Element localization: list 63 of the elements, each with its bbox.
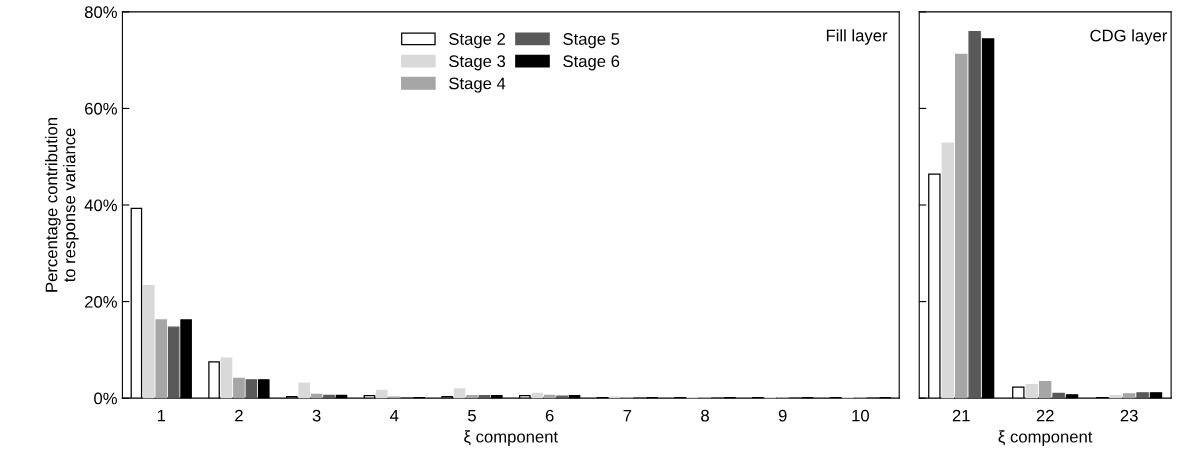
- x-axis-title: ξ component: [464, 430, 558, 446]
- legend-label: Stage 2: [449, 33, 505, 49]
- bar: [478, 395, 491, 399]
- bar: [1122, 393, 1136, 399]
- bar: [1065, 394, 1079, 399]
- bar: [130, 207, 143, 399]
- y-axis-title: Percentage contribution to response variance: [45, 118, 79, 292]
- bar: [1136, 392, 1149, 399]
- x-axis-title: ξ component: [998, 430, 1093, 446]
- bar: [466, 395, 478, 399]
- x-tick-label: 1: [157, 409, 166, 422]
- bar: [376, 389, 388, 399]
- x-tick-label: 22: [1036, 409, 1054, 422]
- bar: [1109, 395, 1122, 399]
- bar: [518, 395, 531, 399]
- bar: [363, 395, 376, 399]
- x-tick-label: 23: [1120, 409, 1138, 422]
- bar: [928, 173, 941, 399]
- bar: [981, 38, 995, 399]
- bar: [968, 31, 981, 399]
- x-tick-label: 4: [390, 409, 399, 422]
- x-tick-label: 6: [545, 409, 554, 422]
- legend-label: Stage 4: [449, 77, 506, 93]
- x-tick-label: 3: [312, 409, 321, 422]
- bar: [1012, 386, 1025, 399]
- bar: [1025, 384, 1038, 399]
- annotation: Fill layer: [826, 29, 888, 45]
- bar: [233, 377, 245, 399]
- bar: [954, 53, 968, 399]
- x-tick-label: 8: [701, 409, 709, 422]
- legend-label: Stage 3: [449, 55, 506, 71]
- bar: [453, 388, 466, 399]
- bar: [180, 319, 192, 399]
- bar: [568, 395, 581, 399]
- x-tick-label: 7: [623, 409, 632, 422]
- bar: [1149, 392, 1163, 399]
- y-tick-label: 60%: [85, 102, 117, 115]
- legend-label: Stage 5: [563, 33, 620, 49]
- bar: [167, 326, 180, 399]
- bar: [531, 392, 544, 399]
- x-tick-label: 5: [468, 409, 476, 422]
- bar: [208, 361, 220, 399]
- y-tick-label: 40%: [84, 199, 117, 212]
- x-tick-label: 2: [235, 409, 243, 422]
- y-tick-label: 80%: [84, 6, 117, 19]
- annotation: CDG layer: [1090, 29, 1168, 45]
- y-tick-label: 0%: [94, 392, 117, 405]
- x-tick-label: 9: [778, 409, 787, 422]
- bar: [155, 319, 168, 399]
- bar: [1038, 381, 1052, 399]
- bar: [323, 394, 335, 399]
- bar: [491, 395, 503, 399]
- y-tick-label: 20%: [85, 295, 117, 308]
- bar: [941, 142, 955, 399]
- x-tick-label: 10: [852, 409, 870, 422]
- bar: [1052, 392, 1065, 399]
- bar: [220, 357, 233, 399]
- bar: [257, 379, 270, 399]
- bar: [143, 285, 155, 399]
- legend-label: Stage 6: [563, 55, 620, 71]
- bar: [298, 382, 310, 399]
- x-tick-label: 21: [952, 409, 970, 422]
- bar: [245, 379, 258, 399]
